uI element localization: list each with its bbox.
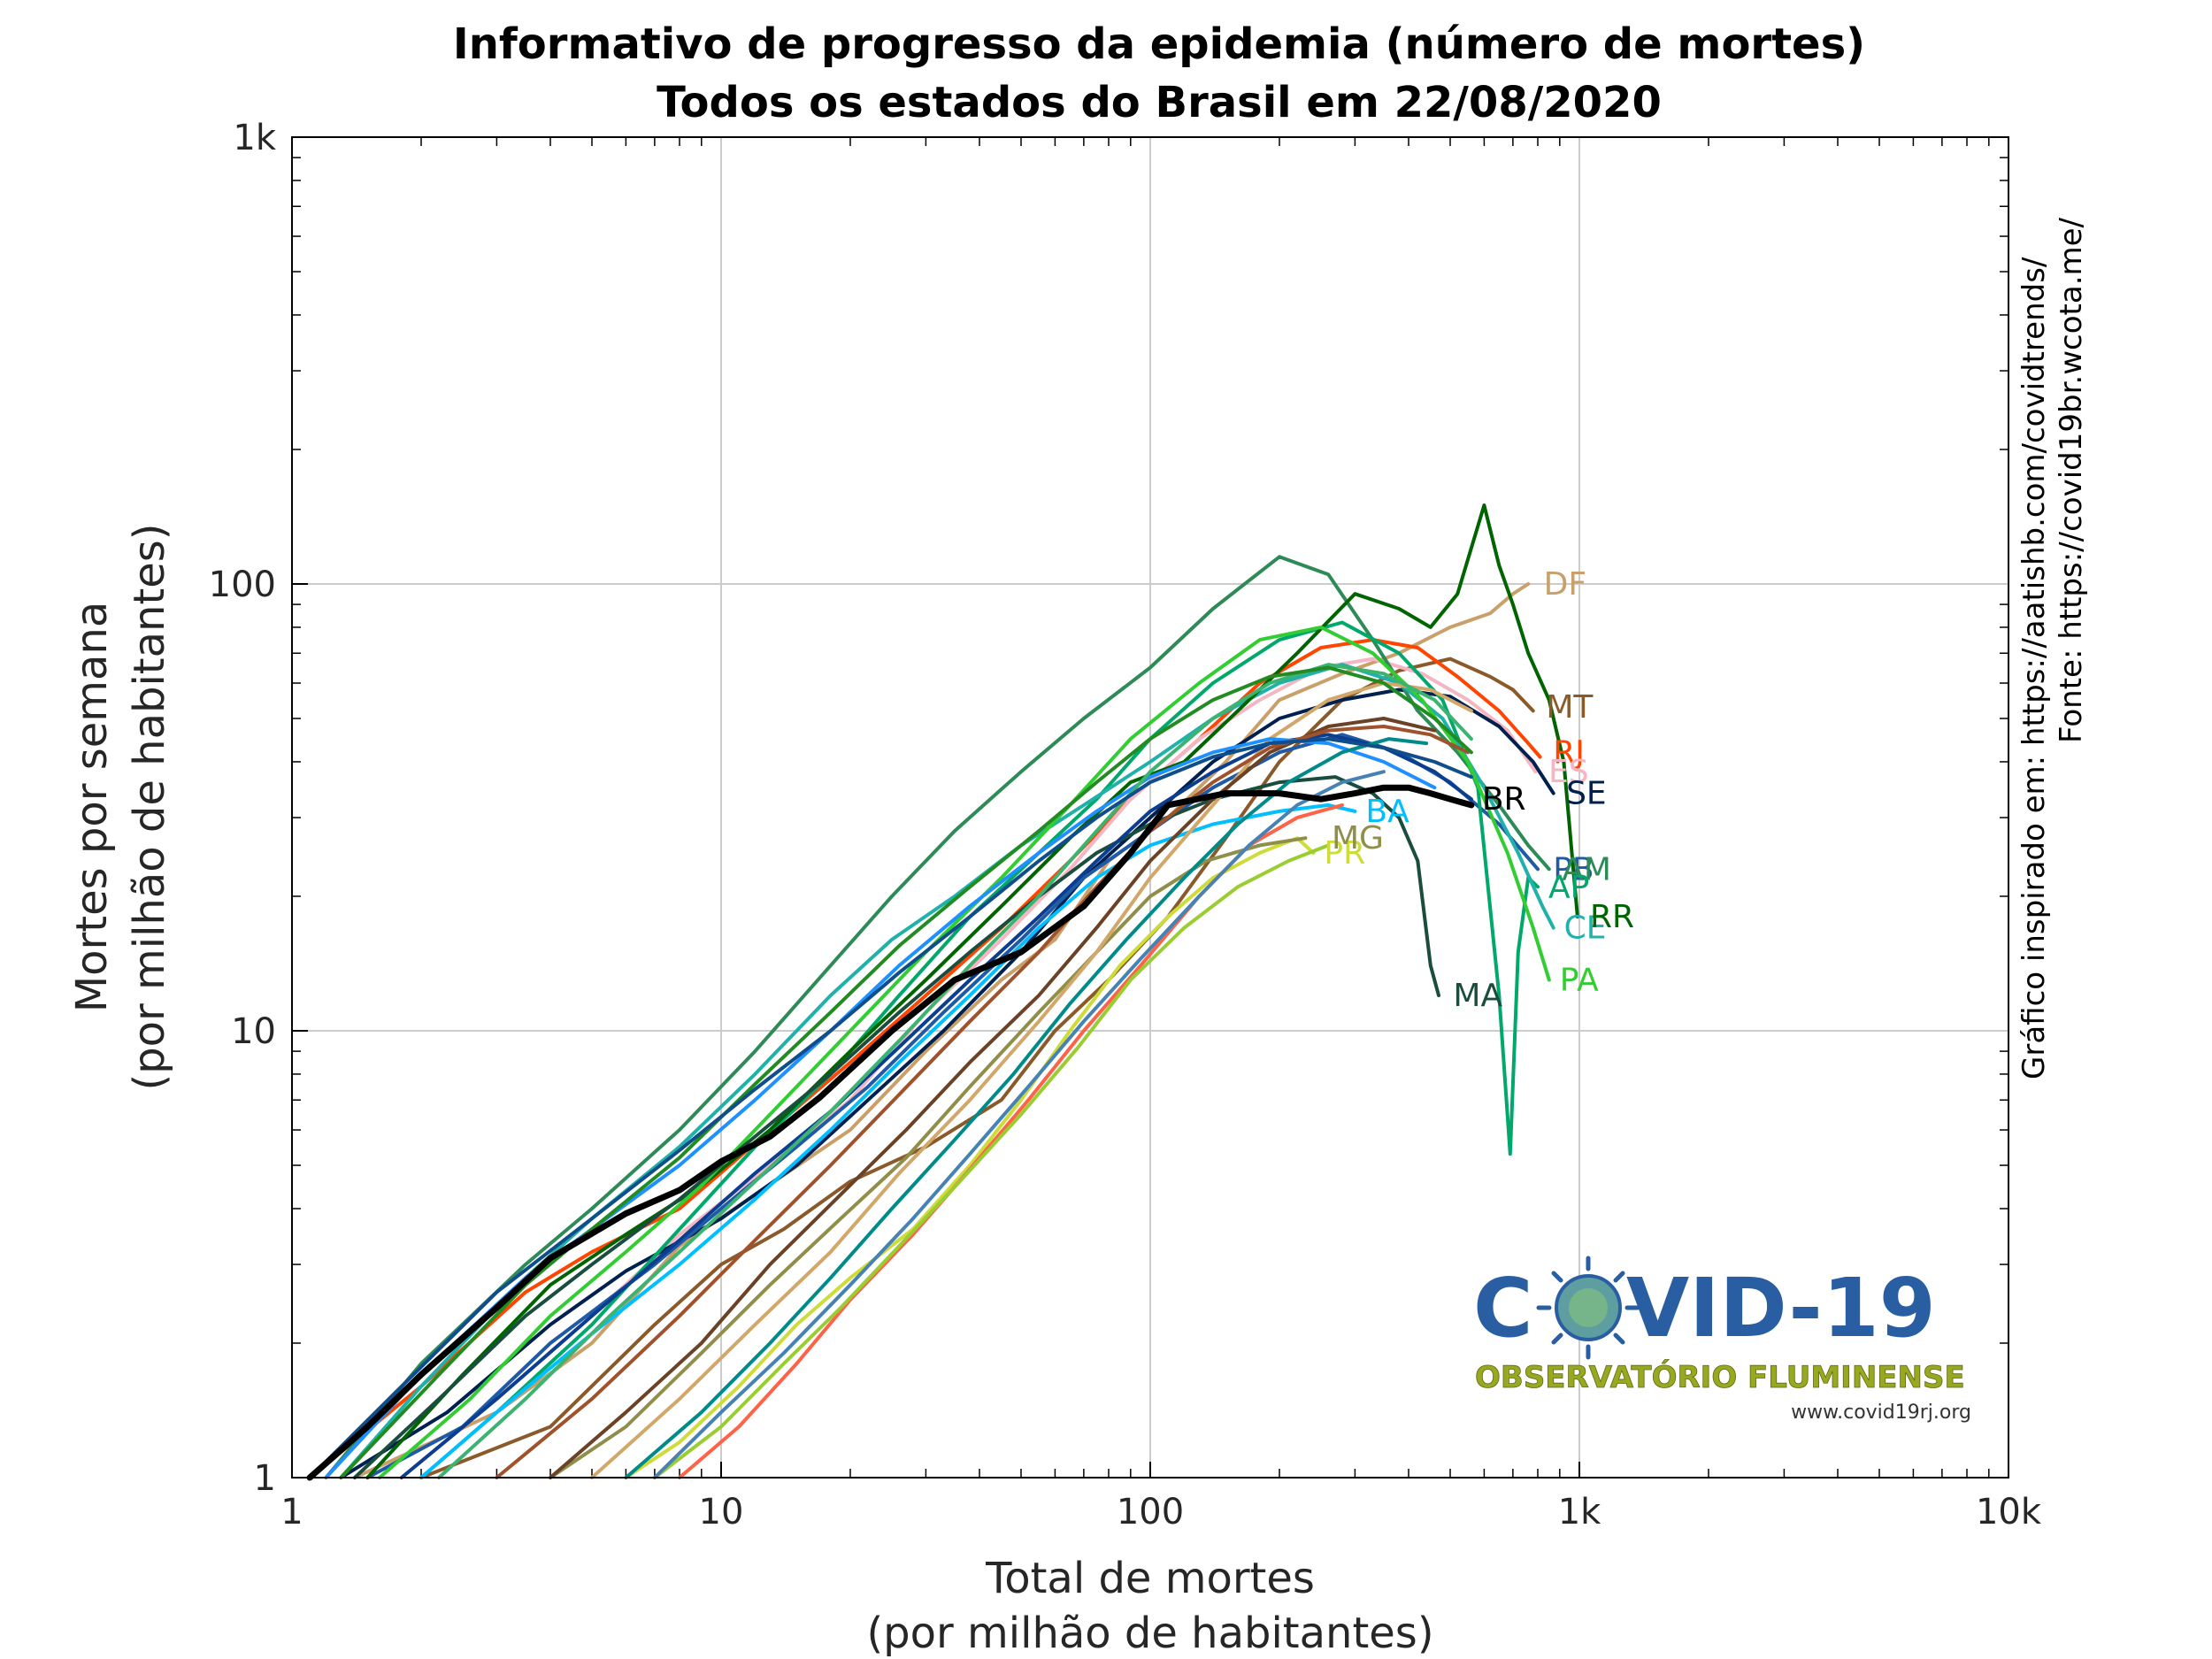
series-label-ma: MA [1453, 978, 1502, 1014]
series-line-rn [437, 663, 1473, 1479]
y-axis-label-unit: (por milhão de habitantes) [125, 523, 174, 1090]
covid19-logo: C VID-19 OBSERVATÓRIO FLUMINENSE www.cov… [1473, 1256, 1971, 1424]
series-line-rs [652, 843, 1331, 1479]
plot-frame [291, 136, 2009, 1479]
series-label-se: SE [1566, 776, 1607, 812]
logo-word-right: VID-19 [1626, 1261, 1936, 1356]
series-label-pa: PA [1560, 962, 1599, 998]
chart-subtitle: Todos os estados do Brasil em 22/08/2020 [657, 78, 1662, 127]
x-tick-label: 10k [1976, 1492, 2042, 1532]
series-label-ce: CE [1564, 910, 1607, 947]
series-label-mg: MG [1332, 820, 1384, 856]
series-line-ro [590, 681, 1473, 1479]
series-line-mg [549, 836, 1308, 1479]
y-tick-label: 1 [254, 1458, 276, 1499]
side-note-source: Fonte: https://covid19br.wcota.me/ [2054, 217, 2089, 743]
series-line-sp [308, 737, 1473, 1479]
x-axis-label: Total de mortes [985, 1554, 1315, 1603]
series-label-mt: MT [1546, 689, 1594, 726]
x-tick-labels: 1 10 100 1k 10k [280, 1492, 2042, 1532]
y-tick-label: 1k [233, 118, 276, 158]
chart-title: Informativo de progresso da epidemia (nú… [453, 19, 1865, 69]
logo-word-left: C [1473, 1261, 1533, 1356]
series-label-ap: AP [1548, 869, 1589, 905]
series-label-rj: RJ [1553, 734, 1585, 771]
series-line-rj [308, 638, 1542, 1479]
side-note-inspiration: Gráfico inspirado em: https://aatishb.co… [2016, 257, 2052, 1079]
series-line-ma [352, 775, 1440, 1479]
virus-icon [1536, 1256, 1640, 1360]
series-label-es: ES [1548, 754, 1589, 790]
series-label-df: DF [1544, 566, 1586, 603]
series-line-go [624, 737, 1429, 1479]
series-line-pr [624, 836, 1316, 1479]
y-tick-label: 10 [231, 1011, 276, 1052]
series-line-ba [419, 803, 1357, 1479]
y-tick-label: 100 [209, 565, 276, 605]
series-line-ap [419, 620, 1540, 1479]
series-line-am [324, 555, 1551, 1479]
x-tick-label: 10 [699, 1492, 744, 1532]
x-tick-label: 1 [280, 1492, 303, 1532]
logo-url: www.covid19rj.org [1791, 1402, 1971, 1424]
series-label-br: BR [1482, 781, 1526, 818]
series-line-pa [378, 625, 1551, 1479]
series-label-am: AM [1562, 851, 1611, 887]
x-tick-label: 100 [1117, 1492, 1184, 1532]
x-axis-label-unit: (por milhão de habitantes) [866, 1609, 1433, 1658]
series-line-br [306, 784, 1475, 1481]
y-axis-label: Mortes por semana [67, 602, 117, 1013]
series-line-al [399, 733, 1473, 1479]
series-line-ms [652, 770, 1386, 1479]
series-label-ba: BA [1365, 794, 1409, 830]
series-label-rr: RR [1590, 899, 1634, 935]
series-label-pr: PR [1324, 835, 1365, 872]
series-layer [306, 503, 1579, 1481]
series-label-pb: PB [1553, 851, 1594, 887]
y-tick-labels: 1 10 100 1k [209, 118, 277, 1499]
x-tick-label: 1k [1558, 1492, 1601, 1532]
logo-subtitle: OBSERVATÓRIO FLUMINENSE [1475, 1359, 1965, 1395]
